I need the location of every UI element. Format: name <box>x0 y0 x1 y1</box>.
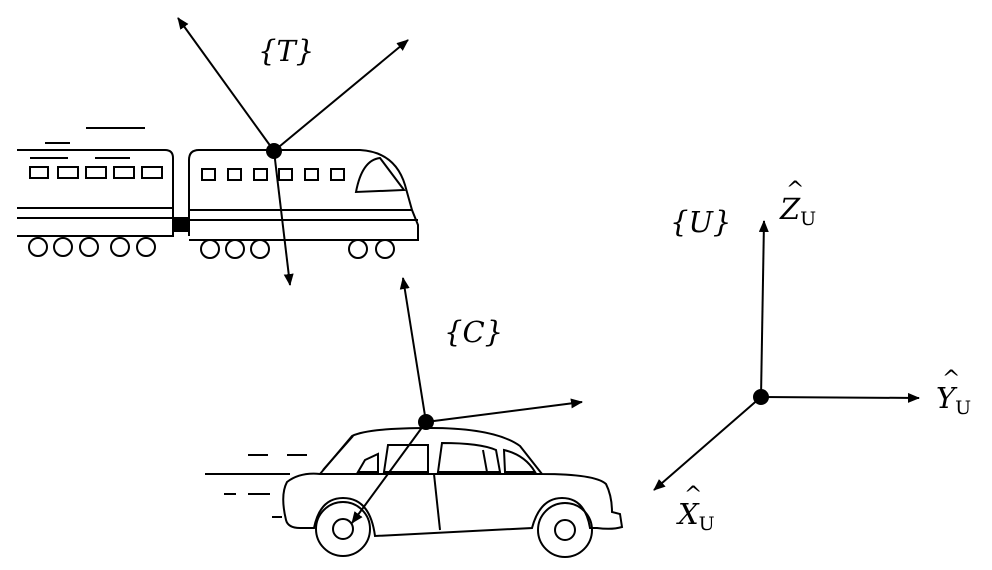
x-hat: ^ <box>684 483 703 508</box>
car-frame-label: {C} <box>444 315 504 349</box>
car-speed-lines <box>205 454 307 518</box>
y-hat: ^ <box>942 367 961 392</box>
universe-frame-label: {U} <box>670 205 732 239</box>
train-front-car <box>188 149 419 259</box>
y-axis-symbol: Y <box>936 381 956 415</box>
car-frame-axes <box>351 277 583 524</box>
x-axis-label: ^ XU <box>678 483 715 535</box>
train-rear-car <box>17 149 174 257</box>
y-axis-label: ^ YU <box>936 367 972 419</box>
car-rear-wheel <box>315 501 371 557</box>
train-illustration <box>17 127 419 259</box>
y-axis-subscript: U <box>955 397 972 419</box>
x-axis-subscript: U <box>698 513 715 535</box>
train-frame-label: {T} <box>258 34 315 68</box>
x-axis-symbol: X <box>678 497 699 531</box>
train-coupling <box>172 217 190 232</box>
z-axis-symbol: Z <box>780 192 801 226</box>
train-frame-axes <box>177 17 409 286</box>
z-axis-subscript: U <box>800 208 817 230</box>
car-body <box>282 426 624 538</box>
universe-frame-axes <box>653 220 920 491</box>
z-axis-label: ^ ZU <box>780 178 817 230</box>
train-speed-lines <box>30 127 145 159</box>
car-illustration <box>205 426 624 558</box>
car-front-wheel <box>537 502 593 558</box>
z-hat: ^ <box>786 178 805 203</box>
